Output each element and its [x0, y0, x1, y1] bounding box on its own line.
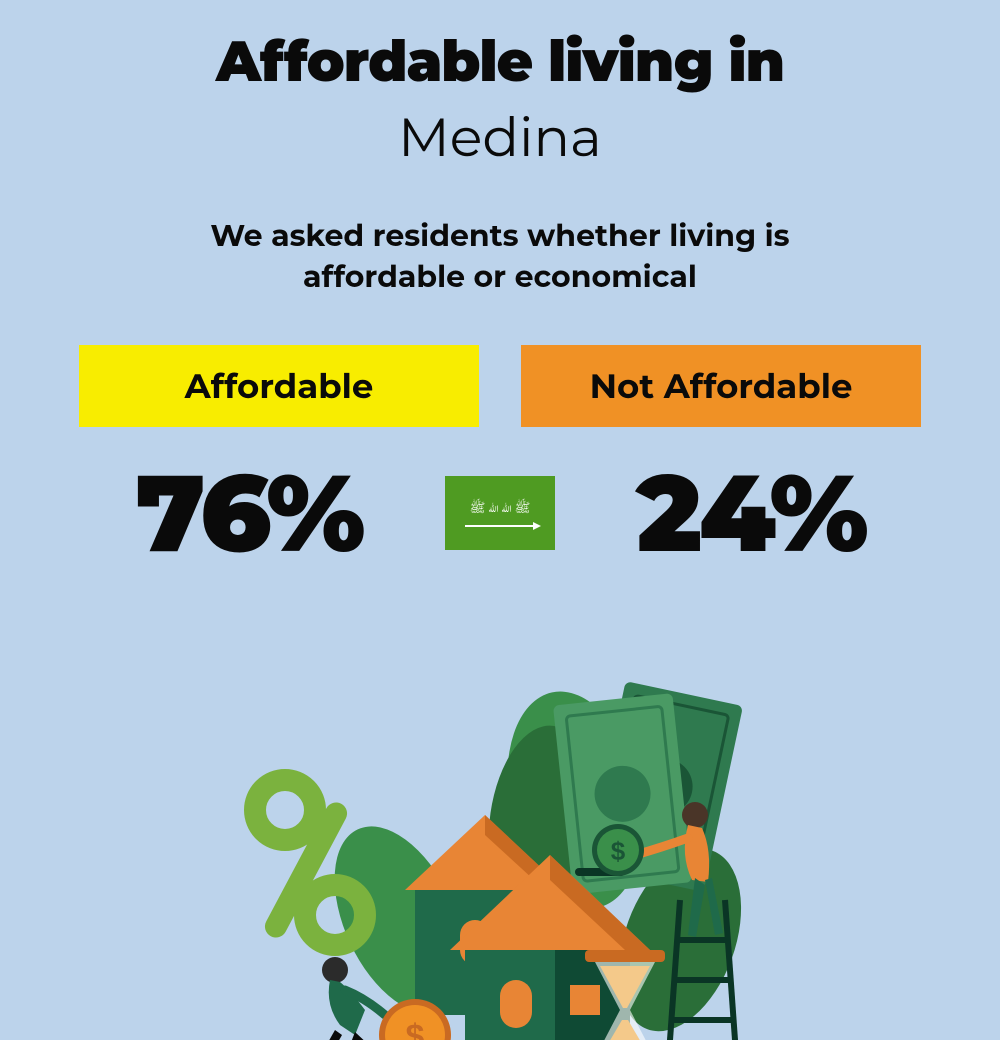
not-affordable-percent: 24% [581, 447, 921, 579]
not-affordable-badge: Not Affordable [521, 345, 921, 427]
percent-row: 76% ﷺ ﷲ ﷲ ﷺ 24% [0, 447, 1000, 579]
flag-script: ﷺ ﷲ ﷲ ﷺ [470, 500, 531, 519]
title-line-1: Affordable living in [0, 28, 1000, 96]
affordable-label: Affordable [185, 365, 374, 407]
not-affordable-label: Not Affordable [590, 365, 853, 407]
svg-text:$: $ [611, 836, 626, 866]
subtitle: We asked residents whether living is aff… [0, 216, 1000, 297]
badge-row: Affordable Not Affordable [0, 345, 1000, 427]
svg-text:$: $ [406, 1018, 425, 1040]
title-line-2: Medina [0, 104, 1000, 170]
affordable-badge: Affordable [79, 345, 479, 427]
affordable-percent: 76% [79, 447, 419, 579]
subtitle-line-2: affordable or economical [303, 258, 697, 295]
coin-right-icon: $ [592, 824, 644, 876]
saudi-flag-icon: ﷺ ﷲ ﷲ ﷺ [445, 476, 555, 550]
subtitle-line-1: We asked residents whether living is [210, 217, 789, 254]
flag-sword-icon [465, 525, 535, 527]
affordability-illustration: $ $ [190, 640, 810, 1040]
